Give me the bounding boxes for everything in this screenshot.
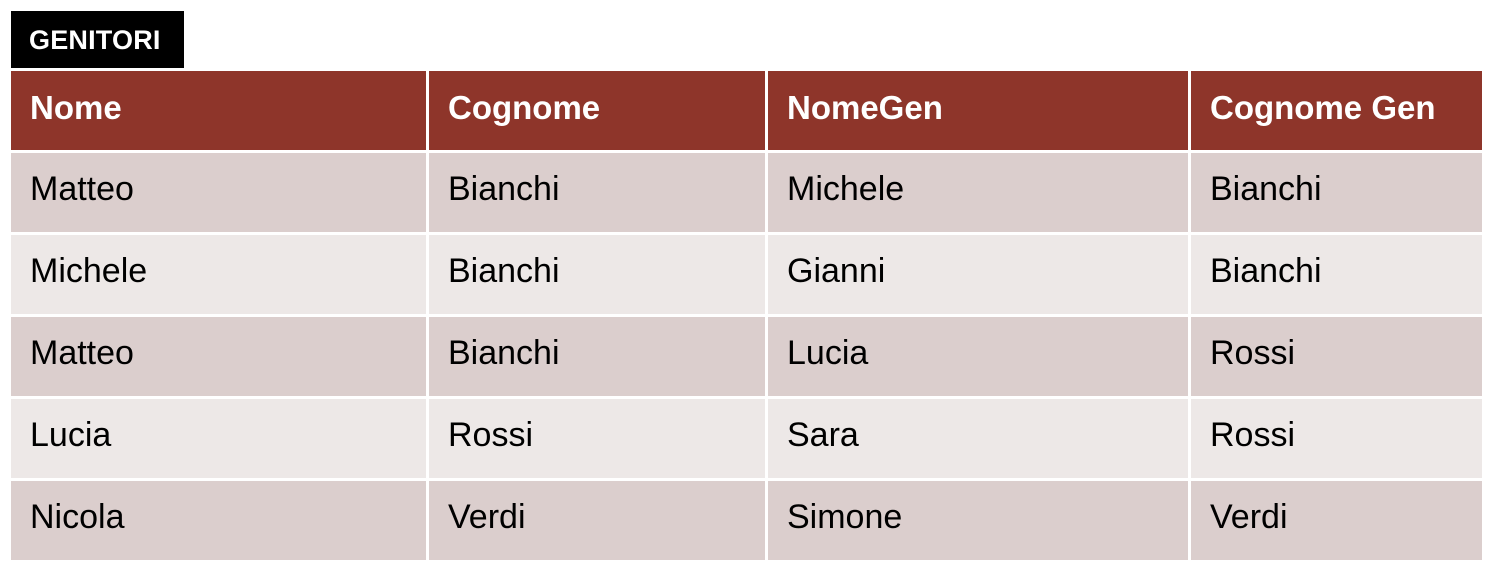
table-cell: Matteo xyxy=(8,314,429,399)
table-cell: Rossi xyxy=(1188,314,1485,399)
table-cell: Michele xyxy=(765,150,1191,235)
table-cell: Nicola xyxy=(8,478,429,563)
table-title: GENITORI xyxy=(11,11,184,70)
header-row: Nome Cognome NomeGen Cognome Gen xyxy=(8,68,1485,153)
table-cell: Rossi xyxy=(426,396,768,481)
table-cell: Michele xyxy=(8,232,429,317)
table-cell: Bianchi xyxy=(1188,150,1485,235)
table-row: Matteo Bianchi Michele Bianchi xyxy=(8,150,1485,235)
table-cell: Bianchi xyxy=(426,232,768,317)
table-cell: Bianchi xyxy=(426,150,768,235)
column-header-nomegen: NomeGen xyxy=(765,68,1191,153)
column-header-cognome: Cognome xyxy=(426,68,768,153)
table-cell: Gianni xyxy=(765,232,1191,317)
table-row: Lucia Rossi Sara Rossi xyxy=(8,396,1485,481)
table-cell: Bianchi xyxy=(1188,232,1485,317)
genitori-table: Nome Cognome NomeGen Cognome Gen Matteo … xyxy=(8,68,1485,563)
table-cell: Simone xyxy=(765,478,1191,563)
table-cell: Matteo xyxy=(8,150,429,235)
column-header-cognome-gen: Cognome Gen xyxy=(1188,68,1485,153)
table-row: Nicola Verdi Simone Verdi xyxy=(8,478,1485,563)
table-row: Michele Bianchi Gianni Bianchi xyxy=(8,232,1485,317)
table-cell: Sara xyxy=(765,396,1191,481)
column-header-nome: Nome xyxy=(8,68,429,153)
table-row: Matteo Bianchi Lucia Rossi xyxy=(8,314,1485,399)
table-cell: Bianchi xyxy=(426,314,768,399)
table-cell: Verdi xyxy=(1188,478,1485,563)
table-cell: Lucia xyxy=(8,396,429,481)
table-cell: Rossi xyxy=(1188,396,1485,481)
table-cell: Lucia xyxy=(765,314,1191,399)
table-cell: Verdi xyxy=(426,478,768,563)
